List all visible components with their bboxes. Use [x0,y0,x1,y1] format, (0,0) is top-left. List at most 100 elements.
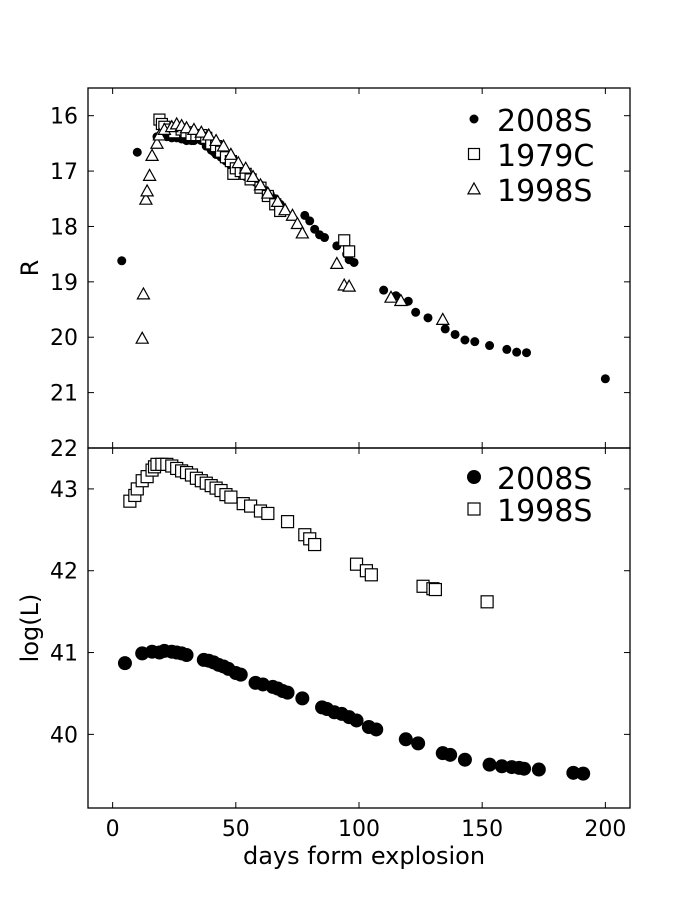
data-point [482,757,497,772]
series-1998S-open-triangle [135,116,450,344]
bottom-axes-frame [87,447,631,809]
data-point [512,347,522,357]
data-point [136,286,151,300]
data-point [428,582,442,597]
data-point [457,752,472,767]
data-point [450,329,460,339]
data-point [179,120,194,134]
data-point [295,225,310,239]
data-point [135,331,150,344]
data-point [443,747,458,762]
y-tick-label: 42 [50,560,78,585]
legend-label: 1998S [497,174,592,209]
data-point [270,194,285,207]
x-tick-label: 150 [461,817,503,842]
legend-item: 1998S [466,174,592,209]
data-point [216,138,231,152]
data-point [224,490,238,504]
data-point [144,148,160,162]
data-point [278,202,293,216]
legend-item: 2008S [467,462,592,497]
data-point [201,127,216,141]
data-point [411,307,421,317]
legend-item: 1998S [467,494,592,529]
bottom-marks [117,457,591,781]
x-tick-label: 0 [106,817,120,842]
data-point [600,374,610,384]
data-point [338,234,351,247]
data-point [364,568,378,582]
data-point [435,312,450,325]
y-tick-label: 16 [50,105,78,130]
y-tick-label: 18 [50,215,78,240]
legend-label: 1979C [497,139,594,174]
data-point [308,537,322,552]
data-point [260,185,275,199]
data-point [576,766,591,781]
legend-marker [467,502,481,516]
data-point [280,515,295,529]
legend-marker [466,181,482,195]
x-tick-label: 200 [584,817,626,842]
data-point [320,233,330,243]
series-1998S-open-square [123,457,494,609]
data-point [140,183,155,197]
data-point [132,147,142,157]
data-point [440,324,450,334]
data-point [280,685,295,700]
data-point [245,169,261,183]
data-point [460,335,470,345]
data-point [295,691,310,706]
data-point [290,216,305,230]
data-point [223,147,238,160]
data-point [398,732,413,747]
series-2008S-filled-circle [117,643,591,781]
data-point [149,136,165,149]
data-point [261,506,275,521]
data-point [423,313,433,323]
y-tick-label: 41 [50,642,78,667]
data-point [383,290,399,303]
legend-marker [469,114,479,124]
data-point [480,595,494,609]
data-point [117,256,127,266]
x-axis-label: days form explosion [243,842,485,870]
data-point [194,125,209,138]
data-point [369,722,384,737]
y-tick-label: 17 [50,160,78,185]
y-tick-label: 43 [50,478,78,503]
data-point [485,341,495,351]
data-point [517,761,532,776]
data-point [531,762,546,777]
y-tick-label: 19 [50,271,78,296]
legend-label: 2008S [497,104,592,139]
data-point [138,192,153,205]
data-point [411,736,426,751]
legend-marker [467,147,481,161]
data-point [238,161,253,174]
data-point [305,216,315,226]
data-point [233,667,248,682]
data-point [285,208,300,221]
data-point [379,285,389,295]
y-tick-label: 22 [50,437,78,462]
x-tick-label: 100 [338,817,380,842]
data-point [209,133,224,147]
y-tick-label: 20 [50,326,78,351]
data-point [231,155,246,169]
legend-item: 2008S [469,104,592,139]
data-point [393,293,408,307]
x-tick-label: 50 [222,817,250,842]
data-point [142,168,157,181]
bottom-ticks: 40 41 42 43 0 50 100 150 200 [50,448,630,842]
data-point [349,713,364,728]
y-tick-label: 21 [50,382,78,407]
legend-label: 2008S [497,462,592,497]
legend-marker [467,470,481,484]
data-point [179,648,194,662]
legend-item: 1979C [467,139,594,174]
